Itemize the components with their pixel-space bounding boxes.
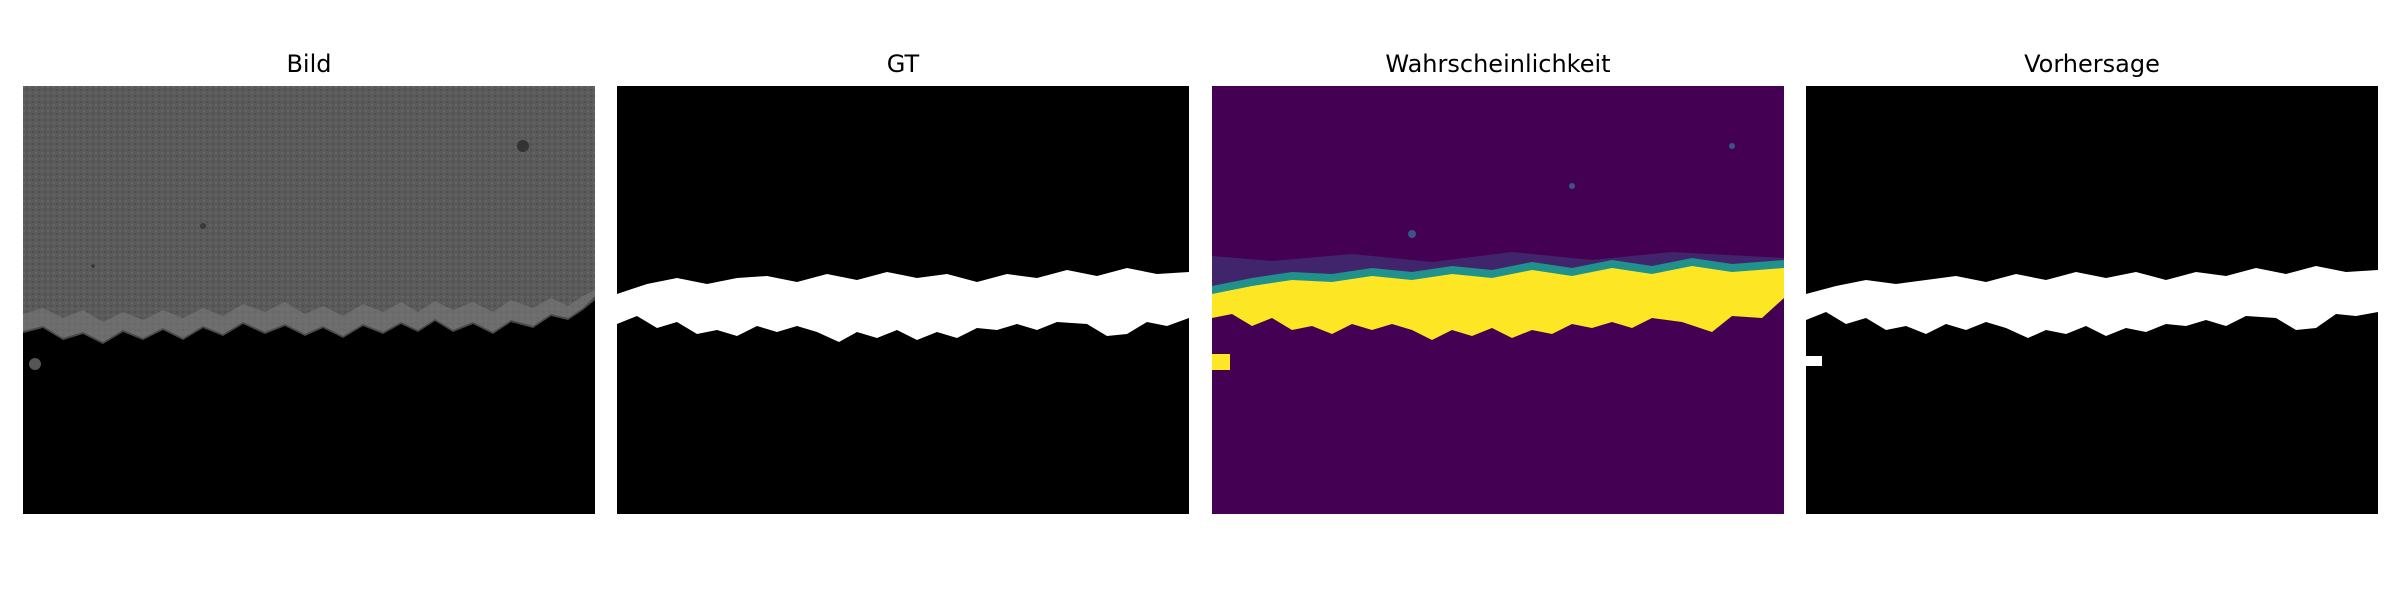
image-panel <box>23 86 595 514</box>
panel-title: Bild <box>286 50 332 78</box>
ground-truth-mask <box>617 86 1189 514</box>
probability-map <box>1212 86 1784 514</box>
prediction-mask <box>1806 86 2378 514</box>
panel-title: Wahrscheinlichkeit <box>1385 50 1611 78</box>
panel-bild: Bild <box>23 0 595 600</box>
panel-gt: GT <box>617 0 1189 600</box>
panel-wahrscheinlichkeit: Wahrscheinlichkeit <box>1212 0 1784 600</box>
panel-title: Vorhersage <box>2024 50 2160 78</box>
panel-vorhersage: Vorhersage <box>1806 0 2378 600</box>
panel-title: GT <box>886 50 920 78</box>
